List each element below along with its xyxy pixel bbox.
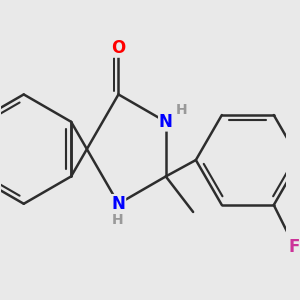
- Text: H: H: [175, 103, 187, 117]
- Text: H: H: [112, 213, 123, 227]
- Text: O: O: [111, 39, 126, 57]
- Text: F: F: [289, 238, 300, 256]
- Text: N: N: [159, 113, 173, 131]
- Text: N: N: [112, 195, 125, 213]
